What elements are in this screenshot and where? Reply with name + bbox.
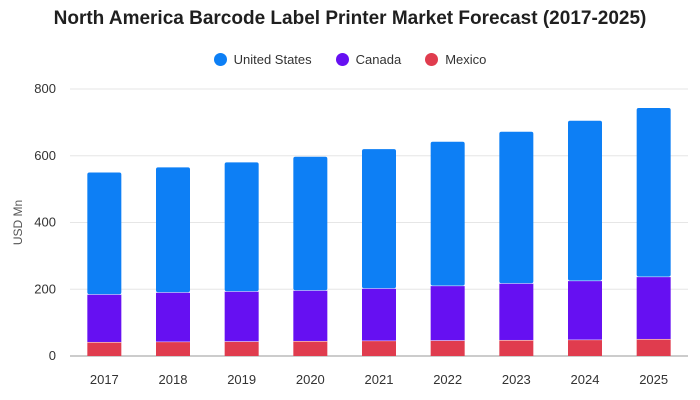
legend-item-united-states[interactable]: United States [213,52,312,67]
legend-label-canada: Canada [355,52,402,67]
x-tick-label-2024: 2024 [571,372,600,387]
legend-label-united-states: United States [233,52,312,67]
legend-swatch-united-states [213,53,227,66]
x-tick-label-2021: 2021 [365,372,394,387]
bar-united-states-2024 [568,120,602,281]
bar-united-states-2017 [87,172,122,295]
y-tick-label-200: 200 [34,281,56,296]
legend-item-mexico[interactable]: Mexico [425,52,486,67]
bar-united-states-2019 [224,162,259,292]
bar-united-states-2020 [293,156,328,291]
x-tick-label-2017: 2017 [90,372,119,387]
x-tick-label-2022: 2022 [433,372,462,387]
bar-united-states-2023 [499,131,534,284]
bar-mexico-2022 [430,340,465,356]
y-tick-label-0: 0 [49,348,56,363]
bar-mexico-2020 [293,340,328,356]
y-tick-label-400: 400 [34,215,56,230]
chart-title: North America Barcode Label Printer Mark… [53,8,647,29]
bar-united-states-2018 [156,167,190,293]
chart-legend: United States Canada Mexico [0,52,700,67]
bar-mexico-2023 [499,339,534,356]
legend-swatch-mexico [425,53,439,66]
x-tick-label-2025: 2025 [639,372,668,387]
bar-united-states-2025 [636,108,671,277]
x-tick-label-2019: 2019 [227,372,256,387]
y-tick-label-800: 800 [34,81,56,96]
x-tick-label-2023: 2023 [502,372,531,387]
bar-canada-2025 [636,276,671,339]
bar-mexico-2025 [636,338,671,356]
bar-united-states-2021 [362,149,396,289]
bar-mexico-2018 [156,341,190,356]
y-tick-label-600: 600 [34,148,56,163]
bar-mexico-2019 [224,341,259,356]
legend-label-mexico: Mexico [445,52,487,67]
y-axis-label: USD Mn [11,200,25,245]
legend-swatch-canada [335,53,349,66]
bar-canada-2018 [156,292,190,342]
legend-item-canada[interactable]: Canada [335,52,402,67]
x-tick-label-2020: 2020 [296,372,325,387]
bar-mexico-2021 [362,340,396,356]
bar-mexico-2017 [87,341,122,356]
bar-canada-2022 [430,285,465,341]
bar-canada-2024 [568,280,602,340]
bar-canada-2021 [362,288,396,341]
bar-canada-2019 [224,291,259,342]
bar-canada-2023 [499,283,534,340]
x-tick-label-2018: 2018 [159,372,188,387]
bar-mexico-2024 [568,339,602,356]
bar-canada-2017 [87,294,122,342]
bar-united-states-2022 [430,141,465,286]
bar-canada-2020 [293,290,328,341]
